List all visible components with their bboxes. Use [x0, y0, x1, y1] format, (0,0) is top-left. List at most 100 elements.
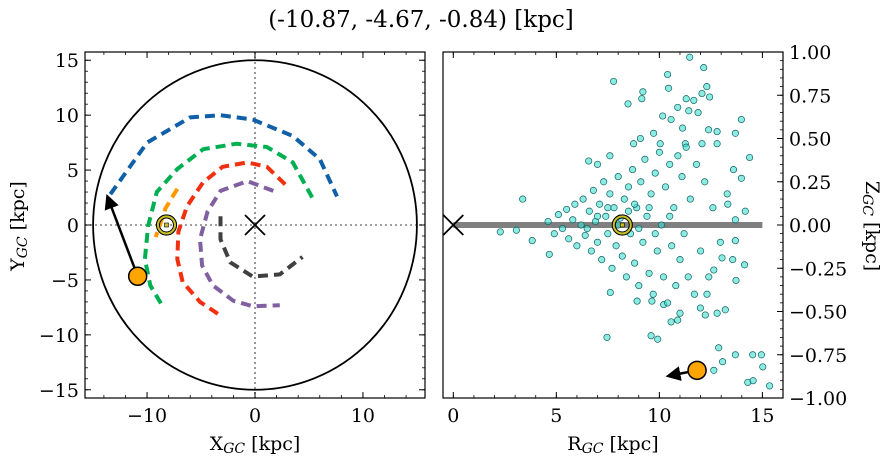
scatter-point [645, 269, 653, 277]
scatter-point [723, 190, 731, 198]
y-tick-label: −5 [51, 270, 79, 292]
sun-outer-ring-icon [155, 214, 178, 236]
scatter-point [718, 254, 726, 262]
scatter-point [766, 382, 774, 390]
scatter-point [544, 217, 552, 226]
axes-frame [442, 51, 784, 399]
y-tick-label: −15 [39, 380, 79, 402]
scatter-point [705, 273, 713, 281]
y-tick-label: −1.00 [789, 388, 847, 410]
sun-ring-icon [156, 215, 176, 235]
scatter-point [684, 273, 692, 281]
scatter-point [703, 83, 711, 91]
scatter-point [638, 95, 646, 103]
scatter-point [528, 237, 536, 245]
scatter-point [741, 207, 749, 215]
scatter-point [682, 143, 690, 151]
y-tick-label: 0.25 [789, 172, 831, 194]
scatter-point [624, 183, 633, 191]
scatter-point [631, 200, 639, 208]
scatter-point [608, 264, 616, 272]
scatter-point [585, 157, 593, 165]
scatter-point [759, 363, 767, 371]
scatter-point [650, 129, 658, 137]
scatter-point [645, 204, 653, 212]
x-tick-label: 0 [249, 405, 261, 427]
scatter-point [612, 242, 620, 250]
scatter-point [700, 64, 708, 72]
orbit-track-2 [153, 187, 180, 238]
scatter-point [698, 89, 706, 98]
scatter-point [606, 190, 614, 198]
velocity-arrow [104, 193, 139, 277]
y-tick-label: 0.00 [789, 215, 831, 237]
orbit-track-3 [175, 160, 287, 318]
scatter-point [679, 124, 687, 132]
orbit-track-0 [108, 113, 339, 198]
sun-outer-ring-icon [611, 214, 633, 236]
scatter-point [724, 200, 732, 208]
scatter-point [713, 309, 721, 317]
scatter-point [665, 84, 673, 92]
scatter-point [721, 306, 729, 314]
scatter-point [598, 256, 606, 264]
scatter-point [682, 95, 690, 103]
sun-ring-icon [612, 215, 632, 235]
scatter-point [719, 358, 727, 366]
right-xlabel: RGC [kpc] [567, 433, 658, 457]
left-ylabel: YGC [kpc] [7, 181, 31, 272]
scatter-point [651, 169, 659, 177]
scatter-point [629, 166, 637, 174]
scatter-point [633, 297, 641, 305]
y-tick-label: 0 [67, 215, 79, 237]
scatter-point [593, 238, 602, 246]
xy-plane-panel: −10 0 10 −15 −10 −5 0 5 10 15 [39, 50, 426, 427]
scatter-point [618, 252, 626, 260]
scatter-point [604, 230, 612, 238]
scatter-point [672, 282, 680, 290]
scatter-point [746, 153, 754, 162]
object-marker [687, 360, 707, 381]
scatter-point [680, 230, 688, 238]
scatter-point [569, 216, 577, 224]
scatter-point [587, 247, 595, 255]
scatter-point [661, 183, 670, 191]
scatter-point [729, 166, 738, 174]
orbit-track-4 [198, 179, 280, 309]
scatter-point [749, 351, 757, 359]
scatter-point [647, 190, 655, 198]
left-xlabel: XGC [kpc] [210, 433, 301, 457]
y-tick-label: −0.75 [789, 345, 847, 367]
x-tick-label: 15 [750, 405, 774, 427]
scatter-point [565, 235, 573, 243]
sun-center-icon [619, 222, 625, 228]
scatter-point [651, 230, 659, 238]
x-tick-label: 10 [351, 405, 375, 427]
scatter-point [667, 115, 675, 124]
boundary-circle [92, 59, 418, 391]
scatter-point [678, 173, 686, 181]
plot-area [453, 53, 774, 390]
scatter-point [690, 96, 698, 104]
scatter-point [737, 174, 745, 182]
scatter-point [563, 205, 571, 213]
scatter-point [603, 333, 611, 341]
scatter-point [674, 152, 682, 160]
scatter-point [550, 230, 558, 238]
y-tick-label: 0.50 [789, 129, 831, 151]
scatter-point [610, 204, 618, 212]
scatter-point [676, 309, 684, 317]
scatter-point [648, 297, 656, 305]
scatter-point [666, 160, 674, 168]
scatter-point [610, 77, 618, 85]
sun-center-icon [164, 222, 169, 228]
scatter-point [685, 107, 693, 115]
scatter-point [614, 173, 622, 181]
scatter-point [696, 304, 704, 312]
scatter-point [596, 200, 604, 208]
scatter-point [654, 335, 662, 343]
scatter-point [709, 204, 717, 212]
scatter-point [710, 366, 718, 374]
scatter-point [631, 259, 639, 267]
